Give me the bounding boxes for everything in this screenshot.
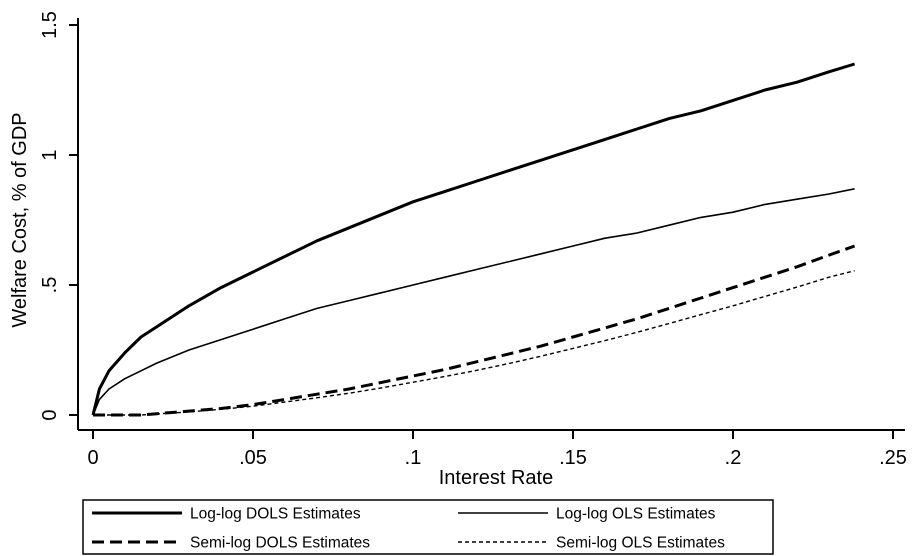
legend-label-3: Semi-log OLS Estimates <box>556 535 725 552</box>
y-tick-label: .5 <box>39 277 61 294</box>
series-line-3 <box>93 270 855 416</box>
series-line-2 <box>93 244 856 417</box>
legend-label-1: Log-log OLS Estimates <box>556 506 716 523</box>
x-tick-label: .1 <box>405 447 422 469</box>
x-tick-label: .2 <box>725 447 742 469</box>
legend-label-0: Log-log DOLS Estimates <box>190 506 361 523</box>
y-tick-label: 0 <box>39 409 61 420</box>
series-line-1 <box>92 188 855 416</box>
y-tick-label: 1 <box>39 149 61 160</box>
legend-box <box>82 499 774 555</box>
series-layer <box>91 62 856 417</box>
axes: 0 .05 .1 .15 .2 .25 0 .5 1 1.5 Interest Rate Welfar… <box>9 11 907 489</box>
x-tick-label: .25 <box>879 447 907 469</box>
y-tick-label: 1.5 <box>39 11 61 39</box>
x-axis-title: Interest Rate <box>439 467 554 489</box>
legend-label-2: Semi-log DOLS Estimates <box>190 535 370 552</box>
y-axis-title: Welfare Cost, % of GDP <box>9 112 31 327</box>
series-line-0 <box>91 62 856 416</box>
legend: Log-log DOLS Estimates Log-log OLS Estima… <box>82 499 774 555</box>
x-tick-label: .15 <box>559 447 587 469</box>
x-tick-label: .05 <box>239 447 267 469</box>
x-tick-label: 0 <box>87 447 98 469</box>
